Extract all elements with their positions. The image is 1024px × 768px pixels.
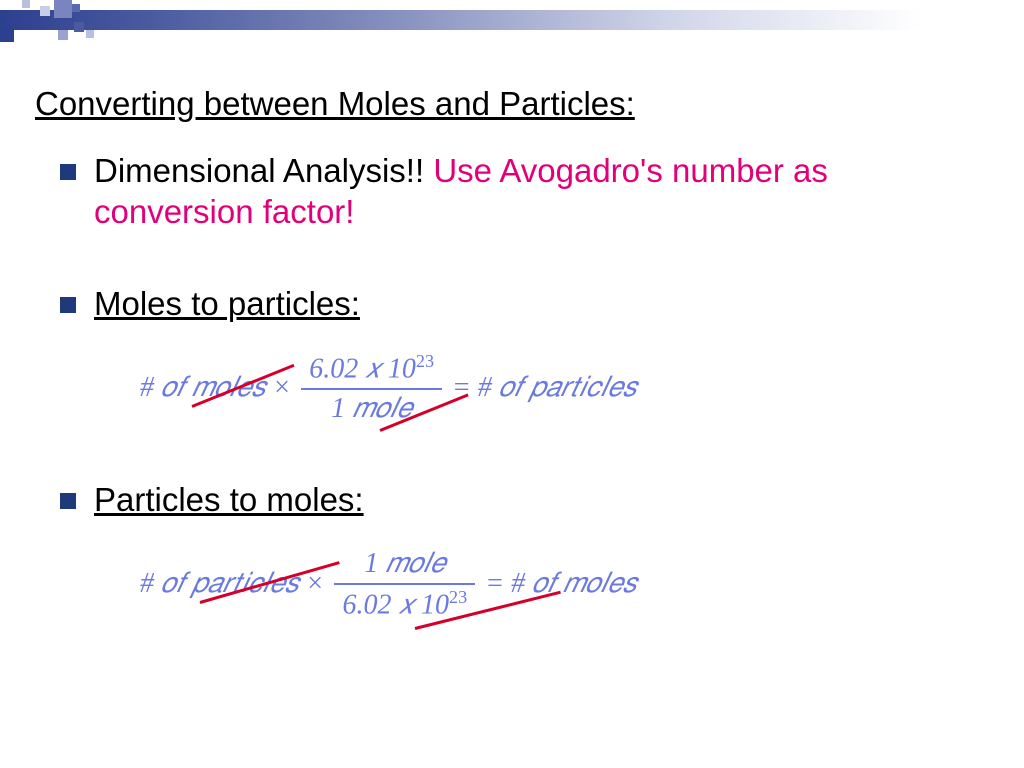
bullet-2: Moles to particles:	[60, 283, 964, 324]
gradient-band	[0, 10, 1024, 30]
formula-moles-to-particles: # 𝑜𝑓 𝑚𝑜𝑙𝑒𝑠 × 6.02 𝑥 1023 1 𝑚𝑜𝑙𝑒 = # 𝑜𝑓 𝑝…	[140, 349, 964, 439]
bullet-1: Dimensional Analysis!! Use Avogadro's nu…	[60, 150, 964, 233]
bullet-square-icon	[60, 164, 76, 180]
decor-pixel	[0, 28, 14, 42]
formula-2-fraction: 1 𝑚𝑜𝑙𝑒 6.02 𝑥 1023	[334, 545, 475, 624]
formula-1-right: = # 𝑜𝑓 𝑝𝑎𝑟𝑡𝑖𝑐𝑙𝑒𝑠	[452, 372, 636, 404]
formula-1-expression: # 𝑜𝑓 𝑚𝑜𝑙𝑒𝑠 × 6.02 𝑥 1023 1 𝑚𝑜𝑙𝑒 = # 𝑜𝑓 𝑝…	[140, 349, 964, 428]
bullet-1-black: Dimensional Analysis!!	[94, 152, 433, 189]
slide-header-decoration	[0, 0, 1024, 50]
decor-pixel	[22, 0, 30, 8]
slide-content: Dimensional Analysis!! Use Avogadro's nu…	[60, 150, 964, 675]
bullet-square-icon	[60, 493, 76, 509]
decor-pixel	[54, 0, 72, 18]
slide-title: Converting between Moles and Particles:	[35, 85, 635, 123]
formula-2-numerator: 1 𝑚𝑜𝑙𝑒	[356, 545, 453, 583]
decor-pixel	[72, 4, 80, 12]
formula-particles-to-moles: # 𝑜𝑓 𝑝𝑎𝑟𝑡𝑖𝑐𝑙𝑒𝑠 × 1 𝑚𝑜𝑙𝑒 6.02 𝑥 1023 = # …	[140, 545, 964, 635]
decor-pixel	[74, 22, 84, 32]
bullet-2-text: Moles to particles:	[94, 283, 360, 324]
pixel-corner-art	[0, 0, 110, 50]
bullet-1-text: Dimensional Analysis!! Use Avogadro's nu…	[94, 150, 964, 233]
decor-pixel	[40, 6, 50, 16]
formula-1-numerator: 6.02 𝑥 1023	[301, 349, 442, 388]
bullet-3: Particles to moles:	[60, 479, 964, 520]
bullet-square-icon	[60, 297, 76, 313]
bullet-3-text: Particles to moles:	[94, 479, 364, 520]
decor-pixel	[86, 30, 94, 38]
decor-pixel	[58, 30, 68, 40]
formula-2-right: = # 𝑜𝑓 𝑚𝑜𝑙𝑒𝑠	[485, 568, 636, 600]
